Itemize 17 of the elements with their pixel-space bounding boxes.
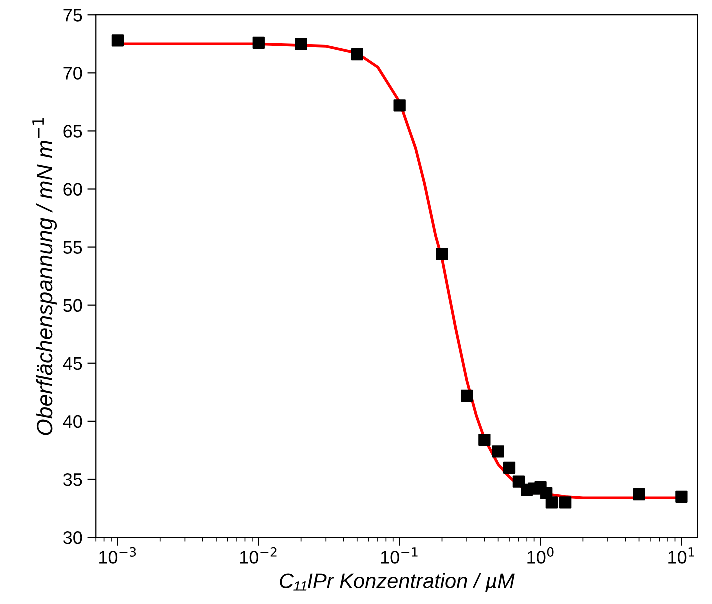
y-tick-label: 55 bbox=[64, 241, 82, 254]
x-tick-label: 10$^{0}$ bbox=[528, 547, 554, 564]
y-tick-label: 35 bbox=[64, 473, 82, 486]
y-axis-title: Oberflächenspannung / mN m$^{−1}$ bbox=[32, 118, 58, 436]
y-tick-label: 45 bbox=[63, 358, 82, 370]
x-tick-label: 10$^{−3}$ bbox=[100, 547, 136, 564]
y-tick-label: 30 bbox=[64, 531, 82, 544]
x-axis-title: C₁₁IPr Konzentration / µM bbox=[280, 573, 515, 593]
y-tick-label: 75 bbox=[64, 9, 82, 22]
x-tick-label: 10$^{1}$ bbox=[668, 548, 694, 564]
y-tick-label: 40 bbox=[63, 415, 82, 428]
y-tick-label: 70 bbox=[64, 67, 82, 80]
y-tick-label: 50 bbox=[64, 299, 82, 312]
y-tick-label: 60 bbox=[64, 183, 82, 196]
x-tick-label: 10$^{−1}$ bbox=[381, 548, 418, 564]
y-tick-label: 65 bbox=[64, 125, 82, 138]
x-tick-label: 10$^{−2}$ bbox=[240, 547, 277, 564]
